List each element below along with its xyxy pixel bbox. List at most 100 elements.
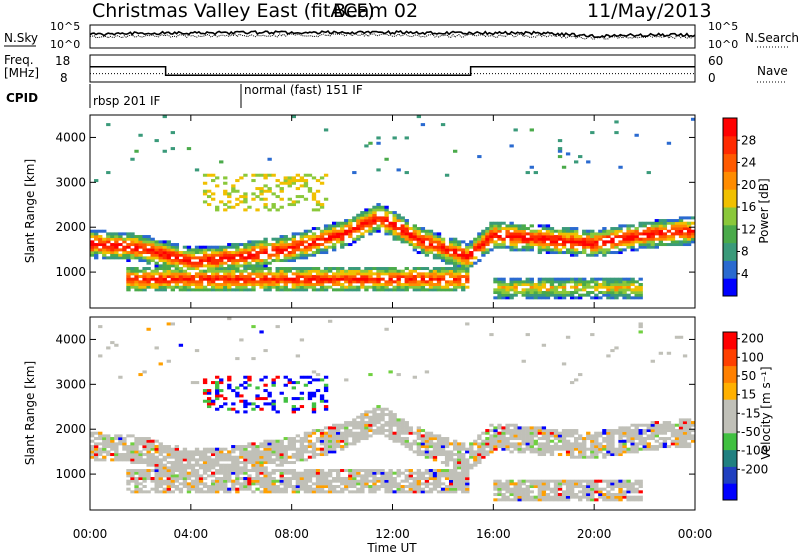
power-cell-2101 (614, 243, 619, 247)
velocity-cell-1058 (344, 437, 349, 441)
velocity-cell-9 (94, 455, 99, 459)
velocity-cell-1411 (432, 455, 438, 459)
power-cell-656 (255, 208, 260, 212)
power-cell-2167 (630, 232, 635, 236)
beam-label: Beam 02 (333, 0, 418, 22)
velocity-cell-75 (122, 442, 127, 446)
velocity-cell-1056 (344, 442, 349, 446)
velocity-cell-1745 (529, 490, 534, 494)
velocity-cell-811 (291, 439, 296, 443)
power-cell-1604 (481, 253, 486, 257)
power-cell-1499 (448, 275, 454, 279)
power-cell-1766 (529, 293, 534, 297)
velocity-cell-2008 (598, 490, 603, 494)
power-cell-198 (150, 237, 155, 241)
velocity-cell-1424 (436, 474, 442, 478)
velocity-cell-349 (194, 474, 200, 478)
power-cell-301 (174, 253, 180, 257)
x-tick-label-5: 20:00 (577, 527, 612, 541)
velocity-cell-525 (235, 479, 240, 483)
velocity-cell-911 (311, 429, 317, 433)
velocity-colorbar-frame (722, 331, 738, 501)
power-cell-1533 (457, 285, 462, 289)
velocity-cell-1331 (412, 442, 417, 446)
velocity-cell-517 (231, 447, 236, 451)
velocity-cell-190 (154, 479, 159, 483)
velocity-cell-1120 (360, 437, 365, 441)
power-cell-1796 (533, 171, 538, 175)
power-cell-1073 (344, 280, 349, 284)
power-cell-1884 (557, 277, 563, 281)
power-cell-1760 (525, 240, 530, 244)
power-cell-613 (247, 256, 252, 260)
power-cell-1451 (436, 272, 442, 276)
velocity-cell-82 (126, 471, 131, 475)
velocity-cell-1066 (348, 490, 353, 494)
velocity-cell-582 (247, 487, 252, 491)
power-cell-2206 (646, 245, 651, 249)
power-cell-2021 (594, 285, 599, 289)
power-cell-1440 (432, 245, 438, 249)
velocity-cell-2281 (686, 426, 692, 430)
power-cell-1733 (517, 229, 522, 233)
velocity-cell-1752 (529, 442, 534, 446)
power-cell-181 (146, 240, 151, 244)
power-cell-1177 (368, 219, 373, 223)
power-cell-848 (295, 277, 301, 281)
power-cell-1092 (348, 267, 353, 271)
power-cell-2134 (622, 240, 627, 244)
velocity-cell-2129 (630, 490, 635, 494)
power-cell-1899 (561, 288, 567, 292)
power-cell-2016 (590, 229, 595, 233)
power-cell-2286 (678, 216, 684, 220)
velocity-cell-2173 (638, 330, 643, 334)
velocity-cell-2145 (634, 490, 639, 494)
velocity-cell-1252 (392, 477, 397, 481)
velocity-cell-105 (130, 434, 135, 438)
power-cell-1809 (537, 240, 543, 244)
power-cell-1305 (400, 240, 405, 244)
power-cell-937 (311, 243, 317, 247)
velocity-cell-1494 (453, 447, 458, 451)
velocity-cell-835 (295, 397, 301, 401)
power-cell-1598 (477, 243, 482, 247)
velocity-cell-1444 (440, 447, 446, 451)
velocity-cell-1507 (457, 461, 462, 465)
velocity-cell-477 (223, 469, 228, 473)
velocity-cell-2223 (662, 431, 668, 435)
power-cell-1950 (574, 277, 579, 281)
velocity-cell-504 (227, 317, 232, 321)
power-cell-914 (307, 272, 313, 276)
velocity-cell-1190 (376, 421, 381, 425)
velocity-cell-1327 (412, 479, 417, 483)
power-cell-1916 (565, 280, 571, 284)
power-cell-176 (146, 259, 151, 263)
velocity-cell-1897 (565, 429, 571, 433)
power-cell-2082 (610, 277, 615, 281)
velocity-cell-1092 (352, 431, 357, 435)
velocity-cell-885 (307, 469, 313, 473)
power-cell-918 (307, 248, 313, 252)
power-cell-2116 (618, 248, 623, 252)
velocity-cell-146 (142, 469, 147, 473)
power-cell-346 (186, 251, 192, 255)
power-cell-424 (206, 195, 212, 199)
power-cell-2139 (626, 296, 631, 300)
power-cell-1500 (448, 272, 454, 276)
power-cell-1806 (537, 248, 543, 252)
velocity-cell-1232 (388, 477, 393, 481)
velocity-cell-1182 (376, 485, 381, 489)
velocity-cell-1737 (525, 437, 530, 441)
velocity-cell-481 (223, 455, 228, 459)
velocity-cell-516 (231, 450, 236, 454)
velocity-cell-1566 (477, 458, 482, 462)
velocity-cell-1799 (541, 447, 547, 451)
power-cell-1409 (424, 235, 430, 239)
power-cell-1487 (444, 267, 450, 271)
power-cell-2107 (614, 120, 619, 124)
velocity-cell-390 (202, 378, 208, 382)
power-cell-982 (319, 229, 325, 233)
power-cell-2263 (670, 235, 676, 239)
freq-tick-top-left: 18 (55, 54, 70, 68)
power-cell-1516 (453, 277, 458, 281)
